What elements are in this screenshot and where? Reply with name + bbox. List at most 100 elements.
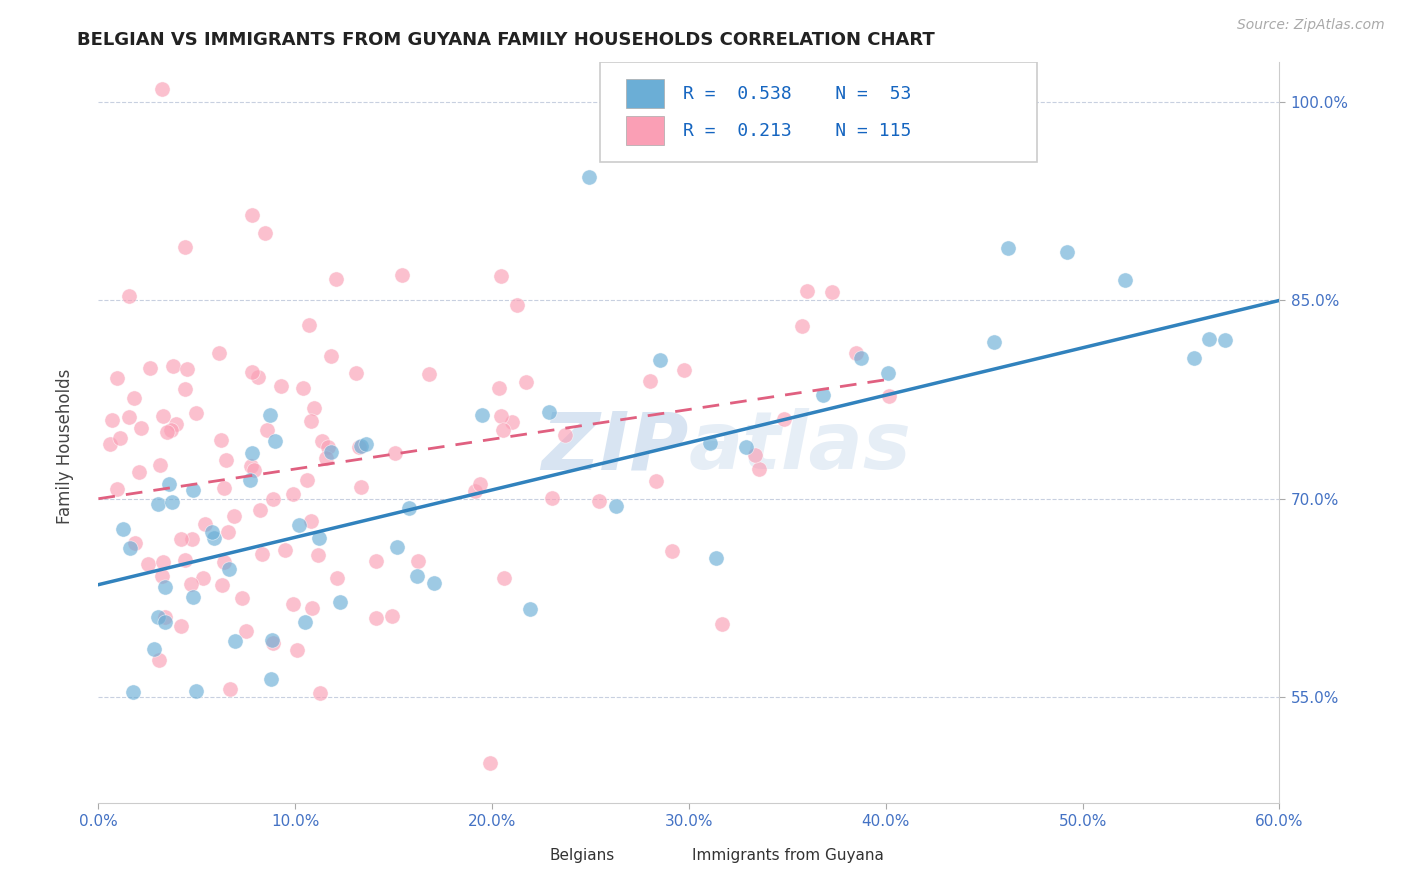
Text: R =  0.213    N = 115: R = 0.213 N = 115 xyxy=(683,121,911,139)
FancyBboxPatch shape xyxy=(600,62,1038,162)
Point xyxy=(180,532,202,546)
Point xyxy=(356,437,378,451)
Text: atlas: atlas xyxy=(689,409,911,486)
Point xyxy=(165,417,187,431)
Point xyxy=(260,672,283,686)
Point xyxy=(240,366,263,380)
Point xyxy=(301,601,323,615)
Point xyxy=(796,284,818,298)
Point xyxy=(256,423,278,437)
Point xyxy=(711,616,734,631)
Point xyxy=(381,608,404,623)
Point xyxy=(772,411,794,425)
Point xyxy=(307,548,329,562)
Point xyxy=(108,431,131,445)
Point xyxy=(184,683,207,698)
Point xyxy=(541,491,564,505)
Point xyxy=(538,405,561,419)
Point xyxy=(515,376,537,390)
Point xyxy=(208,346,231,360)
Point xyxy=(217,525,239,540)
Point xyxy=(311,434,333,448)
Point xyxy=(650,352,672,367)
Point xyxy=(845,345,868,359)
Point xyxy=(246,370,269,384)
Text: Immigrants from Guyana: Immigrants from Guyana xyxy=(693,848,884,863)
Point xyxy=(270,379,292,393)
FancyBboxPatch shape xyxy=(659,844,685,866)
Point xyxy=(418,368,440,382)
Point xyxy=(148,653,170,667)
Point xyxy=(259,408,281,422)
Text: Family Households: Family Households xyxy=(56,368,75,524)
Point xyxy=(326,571,349,585)
Point xyxy=(308,531,330,545)
Point xyxy=(406,554,429,568)
Point xyxy=(501,415,523,429)
Point xyxy=(209,433,232,447)
Point xyxy=(162,495,184,509)
Point xyxy=(170,619,193,633)
Point xyxy=(349,481,371,495)
Point xyxy=(321,349,343,363)
FancyBboxPatch shape xyxy=(626,116,664,145)
Point xyxy=(790,319,813,334)
Point xyxy=(170,533,193,547)
Point xyxy=(181,483,204,498)
Point xyxy=(211,578,233,592)
Point xyxy=(391,268,413,282)
Text: BELGIAN VS IMMIGRANTS FROM GUYANA FAMILY HOUSEHOLDS CORRELATION CHART: BELGIAN VS IMMIGRANTS FROM GUYANA FAMILY… xyxy=(77,31,935,49)
Point xyxy=(146,609,169,624)
Text: R =  0.538    N =  53: R = 0.538 N = 53 xyxy=(683,85,911,103)
Text: ZIP: ZIP xyxy=(541,409,689,486)
Point xyxy=(344,366,367,380)
Point xyxy=(385,540,408,554)
Point xyxy=(107,482,129,496)
Point xyxy=(1114,273,1136,287)
Point xyxy=(578,169,600,184)
Point xyxy=(118,288,141,302)
Point xyxy=(231,591,253,606)
Point xyxy=(212,481,235,495)
Point xyxy=(122,685,145,699)
Point xyxy=(157,477,180,491)
Point xyxy=(309,686,332,700)
Point xyxy=(218,561,240,575)
Text: Source: ZipAtlas.com: Source: ZipAtlas.com xyxy=(1237,18,1385,32)
Point xyxy=(292,380,315,394)
Point xyxy=(124,536,146,550)
Point xyxy=(212,555,235,569)
Point xyxy=(274,543,297,558)
Point xyxy=(1056,244,1078,259)
Point xyxy=(162,359,184,373)
Point xyxy=(222,508,245,523)
Point xyxy=(112,522,135,536)
Point xyxy=(295,473,318,487)
Point xyxy=(142,641,165,656)
Point xyxy=(489,409,512,423)
Point xyxy=(176,362,198,376)
Point xyxy=(398,501,420,516)
FancyBboxPatch shape xyxy=(626,78,664,108)
Point xyxy=(494,571,516,585)
Point xyxy=(98,437,121,451)
Point xyxy=(423,575,446,590)
Point xyxy=(148,458,170,472)
Point xyxy=(122,391,145,405)
Point xyxy=(849,351,872,365)
Point xyxy=(263,434,285,448)
Point xyxy=(250,548,273,562)
Point xyxy=(253,226,276,240)
Point xyxy=(235,624,257,639)
FancyBboxPatch shape xyxy=(517,844,544,866)
Point xyxy=(243,463,266,477)
Point xyxy=(1213,333,1236,347)
Point xyxy=(406,568,429,582)
Point xyxy=(224,634,246,648)
Point xyxy=(735,440,758,454)
Point xyxy=(240,459,263,474)
Point xyxy=(153,580,176,594)
Point xyxy=(1182,351,1205,365)
Point xyxy=(153,615,176,630)
Point xyxy=(174,240,197,254)
